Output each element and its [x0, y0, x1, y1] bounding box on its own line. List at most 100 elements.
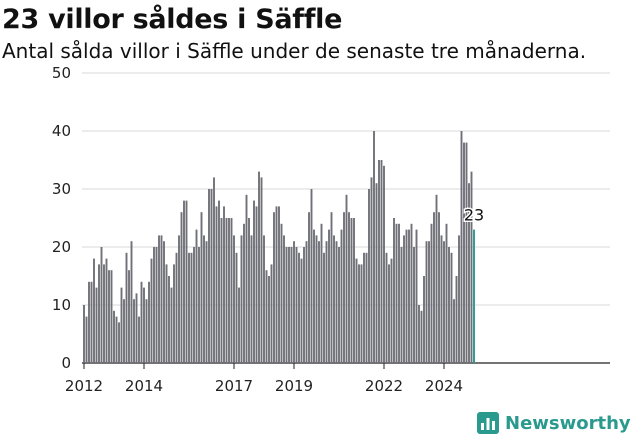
bar: [253, 200, 255, 363]
bar: [418, 305, 420, 363]
bar: [430, 223, 433, 363]
bar: [363, 252, 365, 363]
bar-series: [83, 131, 475, 363]
bar: [218, 200, 220, 363]
bar: [270, 264, 273, 363]
bar: [215, 206, 218, 363]
bar: [133, 299, 135, 363]
bar: [83, 305, 85, 363]
bar: [120, 287, 123, 363]
bar: [170, 287, 173, 363]
bar: [318, 241, 320, 363]
bar: [260, 177, 263, 363]
bar: [223, 206, 225, 363]
bar: [265, 270, 268, 363]
bar: [468, 183, 470, 363]
bar: [463, 142, 465, 363]
bar: [160, 235, 163, 363]
bar: [365, 252, 368, 363]
bar: [103, 264, 105, 363]
bar: [308, 212, 310, 363]
bar: [233, 235, 235, 363]
bar: [400, 247, 403, 363]
bar: [300, 258, 303, 363]
bar: [273, 212, 275, 363]
bar: [140, 281, 143, 363]
bar: [385, 252, 388, 363]
bar: [388, 264, 390, 363]
y-tick-label: 50: [52, 64, 71, 82]
bar: [235, 252, 238, 363]
x-tick-label: 2017: [215, 377, 253, 395]
bar: [380, 160, 383, 363]
bar: [168, 276, 170, 363]
y-tick-label: 40: [52, 122, 71, 140]
bar: [330, 212, 333, 363]
bar: [465, 142, 468, 363]
bar: [428, 241, 430, 363]
bar: [460, 131, 463, 363]
bar: [470, 171, 473, 363]
bar: [118, 322, 120, 363]
bar: [178, 235, 180, 363]
bar: [280, 223, 283, 363]
bar: [278, 206, 280, 363]
bar: [420, 310, 423, 363]
bar: [198, 247, 200, 363]
bar: [325, 241, 328, 363]
bar: [355, 258, 358, 363]
bar: [438, 212, 440, 363]
bar: [155, 247, 158, 363]
bar: [113, 310, 115, 363]
bar: [315, 235, 318, 363]
bar: [123, 299, 125, 363]
bar: [305, 241, 308, 363]
bar: [303, 247, 305, 363]
bar: [328, 229, 330, 363]
bar: [248, 218, 250, 363]
brand-name: Newsworthy: [505, 412, 631, 434]
bar: [288, 247, 290, 363]
bar: [110, 270, 113, 363]
bar: [390, 258, 393, 363]
bar: [125, 252, 128, 363]
bar: [415, 229, 418, 363]
bar: [195, 229, 198, 363]
bar: [208, 189, 210, 363]
bar: [93, 258, 95, 363]
bar: [348, 212, 350, 363]
bar: [188, 252, 190, 363]
newsworthy-logo: Newsworthy: [477, 408, 631, 438]
bar: [375, 183, 378, 363]
bar: [135, 293, 138, 363]
bar: [105, 258, 108, 363]
bar-chart-icon: [477, 412, 499, 434]
x-tick-label: 2024: [425, 377, 463, 395]
bar: [448, 247, 450, 363]
x-tick-label: 2014: [125, 377, 163, 395]
bar: [370, 177, 373, 363]
bar: [115, 316, 118, 363]
bar: [243, 223, 245, 363]
bar: [453, 299, 455, 363]
y-tick-label: 30: [52, 180, 71, 198]
bar: [258, 171, 260, 363]
bar: [245, 194, 248, 363]
bar: [185, 200, 188, 363]
x-tick-label: 2012: [65, 377, 103, 395]
bar: [98, 264, 100, 363]
bar: [85, 316, 88, 363]
bar: [335, 241, 338, 363]
y-axis-ticks: 0 10 20 30 40 50: [52, 64, 71, 372]
bar: [405, 229, 408, 363]
bar: [445, 223, 448, 363]
bar: [148, 281, 150, 363]
bar: [225, 218, 228, 363]
bar: [403, 235, 405, 363]
bar: [220, 218, 223, 363]
bar-latest: [473, 229, 475, 363]
bar: [153, 247, 155, 363]
bar: [395, 223, 398, 363]
bar: [310, 189, 313, 363]
